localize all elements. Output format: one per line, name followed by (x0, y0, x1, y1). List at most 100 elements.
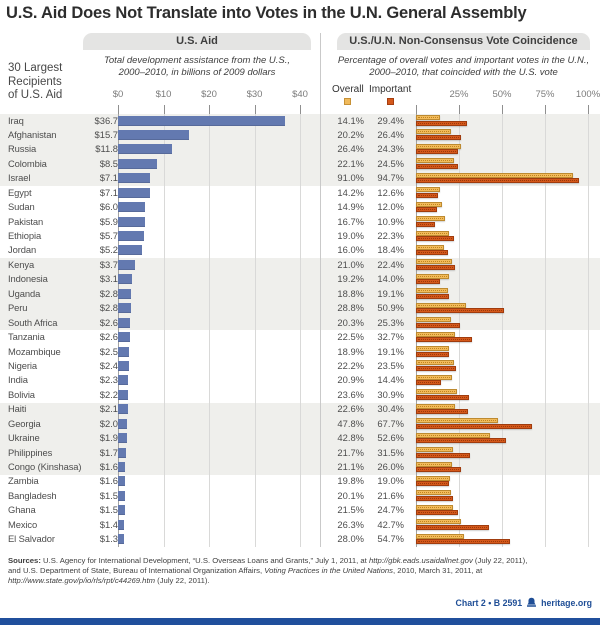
panel-divider (320, 33, 321, 547)
important-value: 31.5% (377, 446, 404, 458)
aid-value: $1.5 (99, 504, 118, 516)
aid-value: $8.5 (99, 157, 118, 169)
important-value: 19.0% (377, 475, 404, 487)
vote-bar-area (416, 431, 600, 445)
vote-bar-area (416, 388, 600, 402)
vote-bar-area (416, 258, 600, 272)
aid-bar-area (118, 128, 320, 142)
vote-bar-area (416, 460, 600, 474)
aid-bar-area (118, 316, 320, 330)
vote-bar-area (416, 402, 600, 416)
vote-bar-area (416, 489, 600, 503)
axis-tick (209, 104, 210, 114)
important-value: 26.0% (377, 461, 404, 472)
aid-value: $1.6 (99, 475, 118, 487)
recipients-label: 30 Largest Recipients of U.S. Aid (8, 62, 88, 103)
country-label: Peru (8, 302, 28, 314)
vote-bar-area (416, 301, 600, 315)
overall-bar (416, 389, 457, 395)
country-label: South Africa (8, 316, 58, 328)
vote-bar-area (416, 316, 600, 330)
table-row: Ethiopia $5.7 19.0% 22.3% (0, 229, 600, 243)
aid-bar-area (118, 200, 320, 214)
table-row: India $2.3 20.9% 14.4% (0, 373, 600, 387)
overall-bar (416, 259, 453, 265)
country-label: Iraq (8, 114, 24, 126)
country-label: Kenya (8, 258, 35, 270)
important-value: 22.4% (377, 258, 404, 270)
axis-tick (545, 104, 546, 114)
table-row: El Salvador $1.3 28.0% 54.7% (0, 532, 600, 546)
overall-value: 22.2% (337, 359, 364, 371)
overall-bar (416, 331, 455, 337)
aid-value: $5.7 (99, 230, 118, 241)
axis-tick-label: $0 (112, 89, 124, 100)
aid-bar (118, 346, 130, 357)
country-label: Tanzania (8, 331, 45, 343)
aid-bar-area (118, 157, 320, 171)
overall-bar (416, 432, 490, 438)
sources-line: Sources: U.S. Agency for International D… (8, 556, 594, 566)
important-bar (416, 250, 448, 256)
chart-rows: Iraq $36.7 14.1% 29.4% Afghanistan $15.7 20.2%… (0, 114, 600, 547)
overall-value: 20.9% (337, 374, 364, 386)
heritage-site-label: heritage.org (541, 597, 592, 608)
vote-bar-area (416, 345, 600, 359)
aid-value: $11.8 (95, 143, 118, 155)
important-value: 10.9% (377, 215, 404, 227)
aid-subtitle-line2: 2000–2010, in billions of 2009 dollars (118, 66, 276, 78)
vote-bar-area (416, 128, 600, 142)
aid-bar-area (118, 272, 320, 286)
important-bar (416, 207, 437, 213)
aid-value: $2.4 (99, 359, 118, 371)
overall-value: 14.2% (337, 186, 364, 198)
country-label: Philippines (8, 446, 53, 458)
important-value: 50.9% (377, 302, 404, 314)
axis-tick (502, 104, 503, 114)
overall-value: 16.0% (337, 244, 364, 256)
important-value: 25.3% (377, 316, 404, 328)
table-row: Philippines $1.7 21.7% 31.5% (0, 446, 600, 460)
table-row: Bangladesh $1.5 20.1% 21.6% (0, 489, 600, 503)
aid-value: $2.8 (99, 287, 118, 299)
important-bar (416, 163, 459, 169)
vote-bar-area (416, 157, 600, 171)
overall-legend-swatch-icon (344, 98, 352, 105)
country-label: Indonesia (8, 273, 48, 285)
overall-bar (416, 230, 449, 236)
aid-bar (118, 187, 151, 198)
important-bar (416, 322, 460, 328)
country-label: Congo (Kinshasa) (8, 461, 82, 472)
important-value: 12.6% (377, 186, 404, 198)
overall-bar (416, 302, 466, 308)
overall-bar (416, 129, 451, 135)
recipients-label-line2: Recipients (8, 75, 62, 88)
important-bar (416, 221, 435, 227)
vote-bar-area (416, 215, 600, 229)
overall-bar (416, 360, 455, 366)
country-label: Ghana (8, 504, 36, 516)
important-bar (416, 510, 459, 516)
heritage-bell-icon (527, 597, 537, 607)
important-value: 26.4% (377, 128, 404, 140)
overall-value: 19.0% (337, 230, 364, 241)
important-legend-swatch-icon (386, 98, 394, 105)
important-bar (416, 192, 438, 198)
country-label: Egypt (8, 186, 32, 198)
important-value: 94.7% (377, 172, 404, 184)
aid-bar-area (118, 417, 320, 431)
axis-tick-label: 50% (492, 89, 512, 100)
axis-tick-label: 75% (535, 89, 555, 100)
vote-bar-area (416, 229, 600, 243)
aid-value: $3.7 (99, 258, 118, 270)
vote-bar-area (416, 330, 600, 344)
page-title: U.S. Aid Does Not Translate into Votes i… (6, 4, 527, 22)
aid-bar (118, 274, 133, 285)
important-value: 19.1% (377, 287, 404, 299)
important-bar (416, 351, 449, 357)
overall-value: 21.0% (337, 258, 364, 270)
country-label: Pakistan (8, 215, 44, 227)
country-label: Afghanistan (8, 128, 57, 140)
recipients-label-line1: 30 Largest (8, 62, 63, 74)
axis-tick (163, 104, 165, 114)
